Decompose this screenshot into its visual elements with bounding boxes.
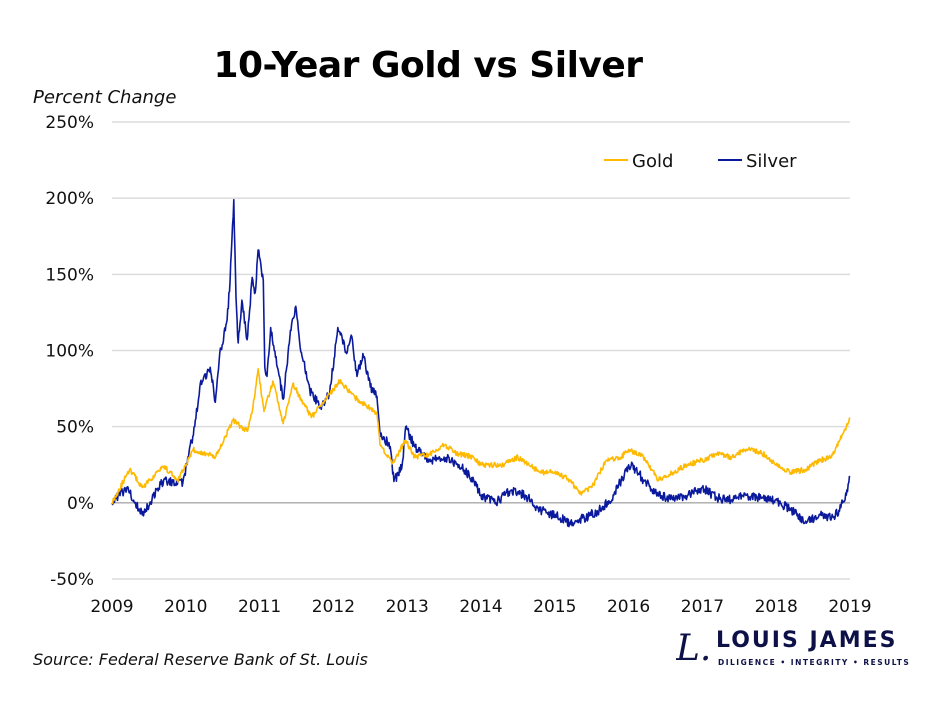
series-line-silver: [111, 198, 851, 528]
x-tick-label: 2018: [755, 597, 798, 617]
y-tick-label: 250%: [45, 113, 94, 133]
chart-title: 10-Year Gold vs Silver: [213, 45, 643, 86]
x-tick-label: 2010: [164, 597, 207, 617]
logo-monogram-icon: L.: [676, 628, 710, 669]
x-tick-label: 2015: [533, 597, 576, 617]
x-tick-label: 2012: [312, 597, 355, 617]
y-tick-label: 100%: [45, 342, 94, 362]
legend-label-gold: Gold: [632, 151, 673, 172]
y-axis-label: Percent Change: [33, 87, 177, 108]
series-line-gold: [111, 367, 851, 505]
x-tick-label: 2017: [681, 597, 724, 617]
y-tick-label: 150%: [45, 265, 94, 285]
x-tick-label: 2013: [386, 597, 429, 617]
x-tick-label: 2016: [607, 597, 650, 617]
x-tick-label: 2009: [90, 597, 133, 617]
louis-james-logo: L. LOUIS JAMES DILIGENCE • INTEGRITY • R…: [676, 628, 932, 672]
x-tick-label: 2014: [459, 597, 502, 617]
logo-tagline: DILIGENCE • INTEGRITY • RESULTS: [718, 658, 911, 667]
x-tick-label: 2019: [828, 597, 871, 617]
logo-name: LOUIS JAMES: [716, 628, 898, 653]
source-note: Source: Federal Reserve Bank of St. Loui…: [33, 650, 368, 669]
y-tick-label: 0%: [67, 494, 94, 514]
y-tick-label: -50%: [50, 570, 94, 590]
y-tick-label: 200%: [45, 189, 94, 209]
y-tick-label: 50%: [56, 418, 94, 438]
legend-label-silver: Silver: [746, 151, 797, 172]
x-tick-label: 2011: [238, 597, 281, 617]
